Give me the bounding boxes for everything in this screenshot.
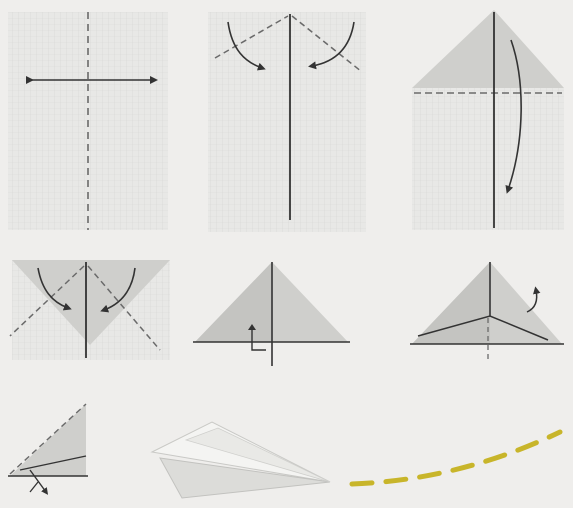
- wing-crease: [19, 455, 87, 471]
- step-5-panel: [193, 262, 350, 366]
- folded-shape: [10, 404, 86, 476]
- fold-arrow: [251, 326, 266, 351]
- fold-arrow: [505, 39, 522, 194]
- wing-crease: [417, 315, 549, 341]
- fold-arrow-left: [227, 21, 266, 71]
- fold-line-left: [214, 15, 289, 59]
- step-2-panel: [208, 12, 366, 232]
- plane-wing-bottom: [159, 457, 331, 499]
- fold-arrow-right: [100, 267, 136, 313]
- step-7-panel: [8, 403, 88, 495]
- flight-path: [349, 429, 563, 487]
- step-4-panel: [9, 260, 170, 360]
- finished-plane: [150, 421, 563, 499]
- fold-arrow: [526, 286, 541, 313]
- fold-line-right: [87, 265, 161, 351]
- fold-line-left: [9, 265, 85, 337]
- step-3-panel: [412, 10, 564, 230]
- plane-fold: [184, 427, 331, 483]
- fold-line-right: [291, 15, 363, 73]
- folded-flap: [12, 260, 170, 345]
- fold-arrow-left: [37, 267, 72, 311]
- fold-line: [9, 403, 87, 475]
- step-1-panel: [8, 12, 168, 230]
- arrow-head: [248, 324, 256, 330]
- step-6-panel: [410, 262, 564, 362]
- fold-arrow: [29, 469, 49, 495]
- fold-arrow-right: [308, 21, 355, 70]
- folded-triangle: [412, 10, 564, 88]
